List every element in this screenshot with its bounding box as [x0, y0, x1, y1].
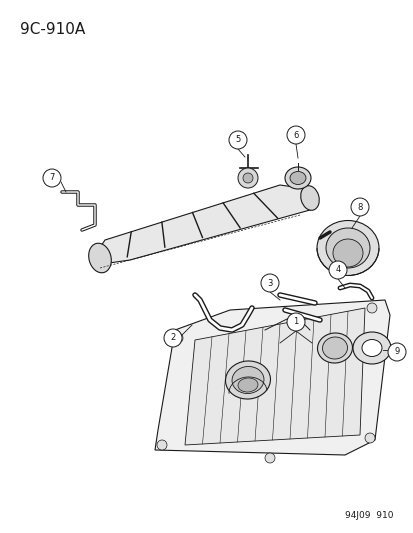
Circle shape	[260, 274, 278, 292]
Text: 7: 7	[49, 174, 55, 182]
Text: 1: 1	[293, 318, 298, 327]
Circle shape	[366, 303, 376, 313]
Ellipse shape	[361, 340, 381, 357]
Circle shape	[286, 126, 304, 144]
Ellipse shape	[352, 332, 390, 364]
Ellipse shape	[225, 361, 270, 399]
Text: 9C-910A: 9C-910A	[20, 22, 85, 37]
Circle shape	[364, 433, 374, 443]
Polygon shape	[185, 308, 364, 445]
Ellipse shape	[325, 228, 369, 268]
Ellipse shape	[316, 221, 378, 276]
Circle shape	[328, 261, 346, 279]
Ellipse shape	[322, 337, 347, 359]
Text: 94J09  910: 94J09 910	[345, 511, 393, 520]
Circle shape	[387, 343, 405, 361]
Circle shape	[242, 173, 252, 183]
Circle shape	[228, 131, 247, 149]
Ellipse shape	[231, 367, 263, 393]
Polygon shape	[154, 300, 389, 455]
Ellipse shape	[88, 243, 111, 273]
Polygon shape	[95, 185, 314, 265]
Circle shape	[164, 329, 182, 347]
Text: 6: 6	[292, 131, 298, 140]
Ellipse shape	[332, 239, 362, 267]
Circle shape	[43, 169, 61, 187]
Circle shape	[173, 333, 183, 343]
Circle shape	[237, 168, 257, 188]
Text: 9: 9	[394, 348, 399, 357]
Ellipse shape	[300, 185, 318, 211]
Text: 5: 5	[235, 135, 240, 144]
Circle shape	[350, 198, 368, 216]
Circle shape	[157, 440, 166, 450]
Text: 3: 3	[267, 279, 272, 287]
Ellipse shape	[237, 378, 257, 392]
Circle shape	[286, 313, 304, 331]
Ellipse shape	[317, 333, 351, 363]
Text: 2: 2	[170, 334, 175, 343]
Circle shape	[264, 453, 274, 463]
Ellipse shape	[289, 172, 305, 184]
Ellipse shape	[284, 167, 310, 189]
Text: 8: 8	[356, 203, 362, 212]
Text: 4: 4	[335, 265, 340, 274]
